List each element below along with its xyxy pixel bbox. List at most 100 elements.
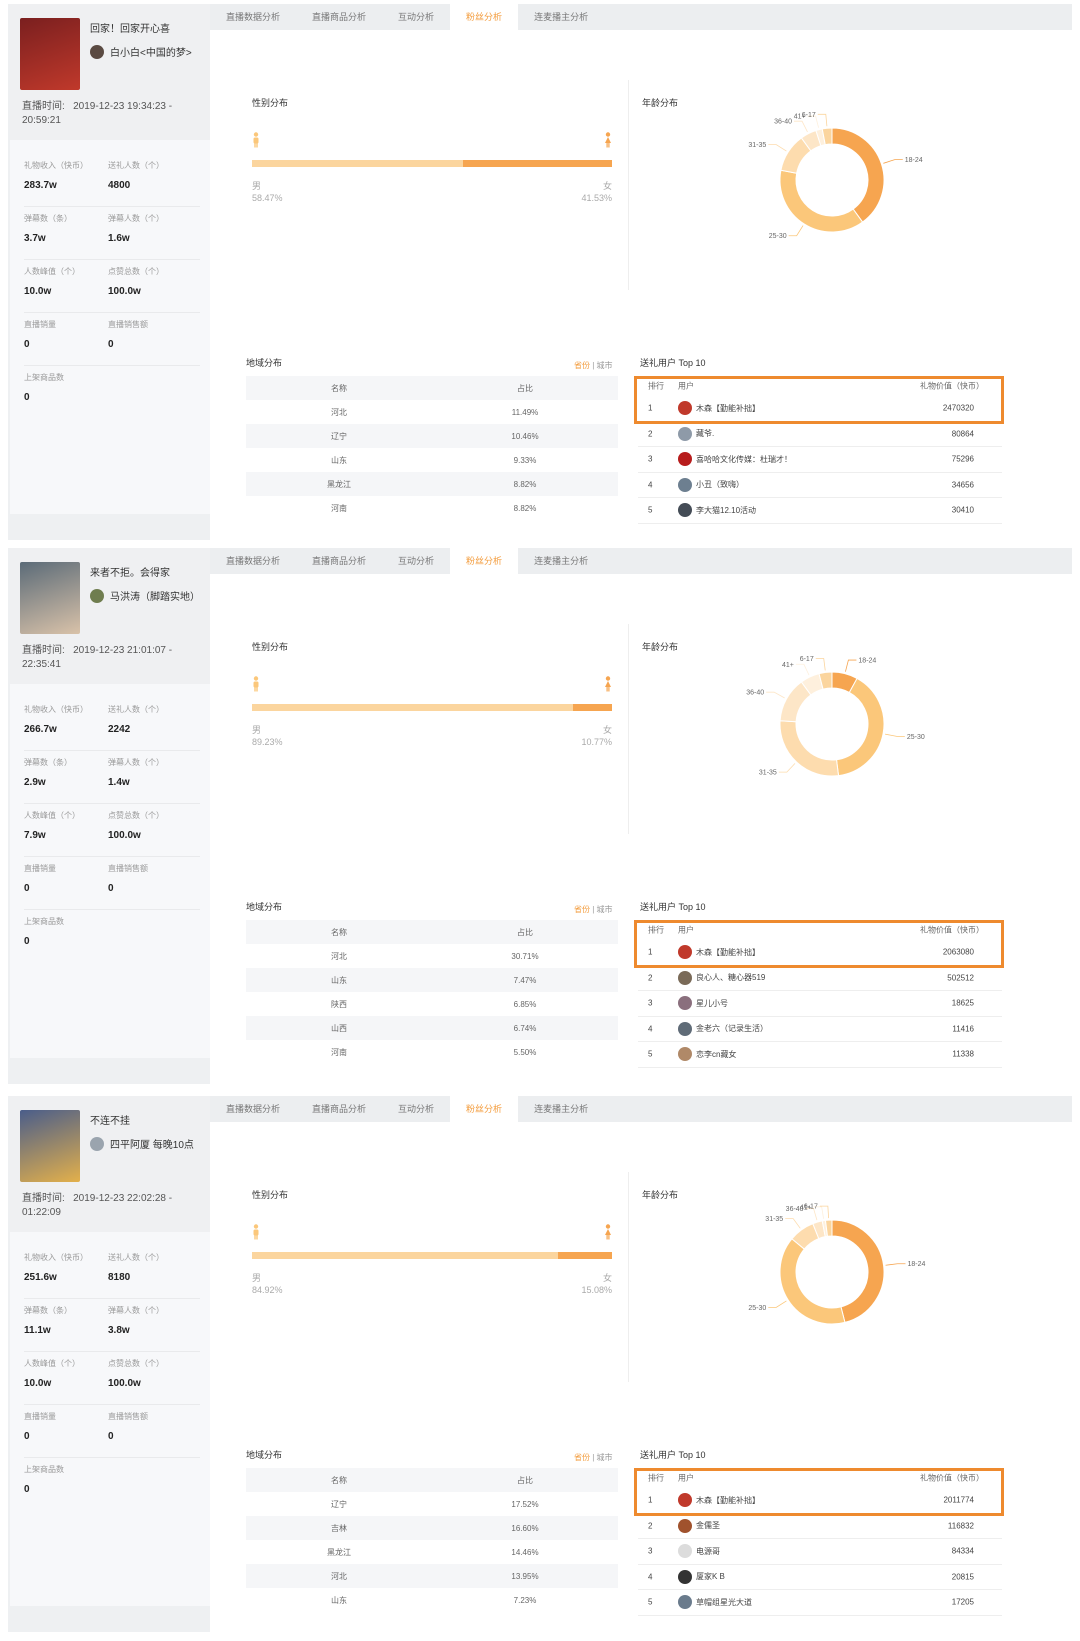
region-province-toggle[interactable]: 省份 (574, 905, 590, 914)
gift-user[interactable]: 金儒圣 (678, 1518, 720, 1533)
tab-live-products[interactable]: 直播商品分析 (312, 12, 367, 22)
region-city-toggle[interactable]: 城市 (596, 1453, 613, 1462)
gift-rank: 4 (648, 1024, 653, 1034)
gift-user[interactable]: 草帽组星光大道 (678, 1595, 752, 1610)
gift-user[interactable]: 厦家K B (678, 1569, 725, 1584)
gift-user[interactable]: 恋李cn藏女 (678, 1047, 736, 1062)
tab-live-products[interactable]: 直播商品分析 (312, 1104, 367, 1114)
table-row[interactable]: 5 草帽组星光大道 17205 (638, 1590, 1002, 1616)
gift-user[interactable]: 木森【勤能补拙】 (678, 945, 760, 960)
region-province-toggle[interactable]: 省份 (574, 361, 590, 370)
region-city-toggle[interactable]: 城市 (596, 905, 613, 914)
tab-live-data[interactable]: 直播数据分析 (226, 1104, 281, 1114)
gift-user[interactable]: 电源哥 (678, 1544, 720, 1559)
gift-user-name: 木森【勤能补拙】 (696, 403, 760, 413)
gift-user-name: 李大猫12.10活动 (696, 505, 757, 515)
gift-user[interactable]: 李大猫12.10活动 (678, 503, 757, 518)
region-name: 河北 (331, 407, 347, 417)
live-time-value: 2019-12-23 21:01:07 - 22:35:41 (22, 645, 173, 670)
tab-fans[interactable]: 粉丝分析 (450, 4, 519, 30)
region-share: 7.47% (432, 968, 618, 992)
table-row: 山东 9.33% (246, 448, 618, 472)
table-row[interactable]: 4 金老六（记录生活） 11416 (638, 1017, 1002, 1042)
gift-user[interactable]: 藏爷. (678, 426, 714, 441)
female-share: 15.08% (581, 1285, 612, 1295)
stat-value: 0 (24, 883, 30, 894)
tab-pk-anchors[interactable]: 连麦播主分析 (534, 1104, 589, 1114)
region-name: 山东 (331, 1595, 347, 1605)
live-cover-thumbnail[interactable] (20, 18, 80, 90)
tab-interaction[interactable]: 互动分析 (398, 1104, 435, 1114)
age-slice-6-17[interactable] (821, 127, 833, 146)
gender-female-label: 女 41.53% (552, 180, 612, 204)
gender-male-label: 男 58.47% (252, 180, 283, 204)
tab-fans[interactable]: 粉丝分析 (450, 548, 519, 574)
tab-live-data[interactable]: 直播数据分析 (226, 556, 281, 566)
live-cover-thumbnail[interactable] (20, 1110, 80, 1182)
stat-value: 4800 (108, 180, 131, 191)
live-cover-thumbnail[interactable] (20, 562, 80, 634)
gift-col-value: 礼物价值（快币） (920, 925, 984, 935)
table-row[interactable]: 3 喜哈哈文化传媒：杜瑞才！ 75296 (638, 447, 1002, 473)
age-slice-25-30[interactable] (835, 677, 885, 777)
region-col-share: 占比 (432, 1468, 618, 1492)
stat-label: 直播销量 (24, 320, 56, 329)
age-slice-6-17[interactable] (824, 1219, 833, 1237)
live-time-label: 直播时间: (22, 645, 65, 656)
region-province-toggle[interactable]: 省份 (574, 1453, 590, 1462)
gift-user-name: 金老六（记录生活） (696, 1024, 768, 1034)
table-row[interactable]: 5 李大猫12.10活动 30410 (638, 498, 1002, 524)
tab-pk-anchors[interactable]: 连麦播主分析 (534, 556, 589, 566)
table-row[interactable]: 2 良心人、糖心器519 502512 (638, 966, 1002, 991)
region-city-toggle[interactable]: 城市 (596, 361, 613, 370)
anchor-info[interactable]: 白小白<中国的梦> (90, 44, 192, 59)
live-time: 直播时间: 2019-12-23 22:02:28 - 01:22:09 (22, 1192, 202, 1220)
table-row[interactable]: 3 星儿小号 18625 (638, 991, 1002, 1017)
gift-user[interactable]: 星儿小号 (678, 996, 728, 1011)
gift-user[interactable]: 喜哈哈文化传媒：杜瑞才！ (678, 452, 792, 467)
live-title[interactable]: 来者不拒。会得家 (90, 568, 170, 579)
age-slice-18-24[interactable] (831, 127, 885, 223)
age-slice-18-24[interactable] (831, 1219, 885, 1323)
live-title[interactable]: 回家！回家开心喜 (90, 24, 170, 35)
stat-value: 0 (108, 1431, 114, 1442)
table-row[interactable]: 4 厦家K B 20815 (638, 1565, 1002, 1590)
table-row[interactable]: 2 藏爷. 80864 (638, 422, 1002, 447)
gift-rank: 1 (648, 947, 653, 957)
stat-value: 0 (24, 1431, 30, 1442)
gift-user[interactable]: 木森【勤能补拙】 (678, 1493, 760, 1508)
gift-user[interactable]: 木森【勤能补拙】 (678, 401, 760, 416)
table-row[interactable]: 4 小丑（致嗨） 34656 (638, 473, 1002, 498)
tab-fans[interactable]: 粉丝分析 (450, 1096, 519, 1122)
tab-live-data[interactable]: 直播数据分析 (226, 12, 281, 22)
live-time-value: 2019-12-23 19:34:23 - 20:59:21 (22, 101, 173, 126)
tab-interaction[interactable]: 互动分析 (398, 556, 435, 566)
anchor-info[interactable]: 四平阿厦 每晚10点 (90, 1136, 194, 1151)
age-slice-25-30[interactable] (779, 1238, 846, 1325)
table-row[interactable]: 3 电源哥 84334 (638, 1539, 1002, 1565)
gift-col-rank: 排行 (648, 381, 664, 391)
gift-user[interactable]: 金老六（记录生活） (678, 1021, 768, 1036)
gift-user[interactable]: 良心人、糖心器519 (678, 970, 765, 985)
age-slice-label: 36-40 (786, 1206, 804, 1213)
anchor-info[interactable]: 马洪涛（脚踏实地） (90, 588, 200, 603)
tab-interaction[interactable]: 互动分析 (398, 12, 435, 22)
age-label-line (768, 1300, 787, 1308)
tab-pk-anchors[interactable]: 连麦播主分析 (534, 12, 589, 22)
region-switch: 省份 | 城市 (574, 1452, 613, 1463)
table-row[interactable]: 2 金儒圣 116832 (638, 1514, 1002, 1539)
stat-label: 直播销售额 (108, 1412, 148, 1421)
region-name: 山西 (246, 1016, 432, 1040)
age-slice-25-30[interactable] (779, 169, 864, 233)
gift-user[interactable]: 小丑（致嗨） (678, 477, 744, 492)
gift-rank: 2 (648, 973, 653, 983)
table-row: 山西 6.74% (246, 1016, 618, 1040)
live-title[interactable]: 不连不挂 (90, 1116, 130, 1127)
age-slice-31-35[interactable] (779, 720, 840, 777)
table-row[interactable]: 5 恋李cn藏女 11338 (638, 1042, 1002, 1068)
tab-live-products[interactable]: 直播商品分析 (312, 556, 367, 566)
age-slice-6-17[interactable] (818, 671, 833, 690)
stat-row: 直播销量 0 直播销售额 0 (24, 1405, 200, 1458)
region-share: 6.85% (513, 999, 537, 1009)
stat-label: 直播销售额 (108, 864, 148, 873)
